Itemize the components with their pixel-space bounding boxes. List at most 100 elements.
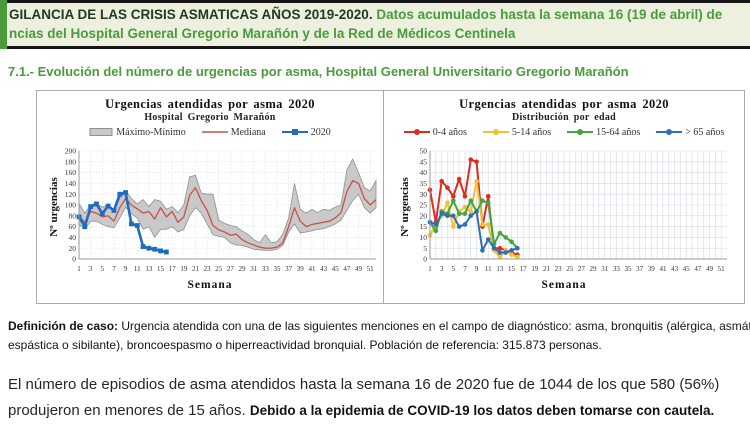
svg-text:13: 13 [496, 265, 504, 273]
svg-text:27: 27 [578, 265, 586, 273]
svg-text:33: 33 [262, 265, 270, 273]
svg-text:7: 7 [112, 265, 116, 273]
svg-text:43: 43 [671, 265, 679, 273]
svg-text:49: 49 [355, 265, 363, 273]
svg-text:21: 21 [192, 265, 200, 273]
svg-text:21: 21 [543, 265, 551, 273]
legend-item: 15-64 años [567, 127, 640, 138]
svg-text:9: 9 [124, 265, 128, 273]
svg-text:39: 39 [648, 265, 656, 273]
legend-label: 0-4 años [432, 126, 467, 138]
svg-text:1: 1 [428, 265, 432, 273]
svg-text:41: 41 [308, 265, 316, 273]
summary-paragraph: El número de episodios de asma atendidos… [8, 372, 750, 423]
svg-text:31: 31 [250, 265, 257, 273]
svg-text:25: 25 [420, 201, 428, 210]
svg-text:50: 50 [420, 147, 428, 156]
line-swatch-icon [567, 129, 594, 135]
svg-text:5: 5 [101, 265, 105, 273]
svg-text:80: 80 [69, 211, 77, 220]
line-swatch-icon [201, 131, 228, 133]
chart-hospital-cell: Urgencias atendidas por asma 2020 Hospit… [37, 91, 384, 303]
svg-text:51: 51 [718, 265, 726, 273]
svg-text:17: 17 [520, 265, 528, 273]
svg-text:11: 11 [134, 265, 141, 273]
covid-warning: Debido a la epidemia de COVID-19 los dat… [249, 402, 715, 418]
definition-label: Definición de caso: [8, 319, 119, 333]
svg-text:13: 13 [145, 265, 153, 273]
legend-label: Mediana [230, 126, 266, 138]
case-definition: Definición de caso: Urgencia atendida co… [8, 317, 750, 355]
svg-text:39: 39 [297, 265, 305, 273]
section-title: 7.1.- Evolución del número de urgencias … [8, 64, 629, 79]
svg-text:29: 29 [239, 265, 247, 273]
legend-label: > 65 años [685, 126, 725, 138]
summary-regular: produjeron en menores de 15 años. [8, 401, 246, 419]
legend-item: > 65 años [656, 127, 724, 138]
chart-legend: 0-4 años 5-14 años 15-64 años > 65 años [384, 124, 744, 140]
svg-text:19: 19 [180, 265, 188, 273]
svg-text:20: 20 [69, 244, 77, 253]
legend-item: Mediana [201, 126, 266, 138]
definition-line-1: Definición de caso: Urgencia atendida co… [8, 317, 750, 336]
svg-text:5: 5 [452, 265, 456, 273]
line-swatch-icon [281, 129, 308, 135]
chart-title: Urgencias atendidas por asma 2020 [459, 97, 669, 111]
svg-text:7: 7 [463, 265, 467, 273]
summary-line-1: El número de episodios de asma atendidos… [8, 376, 720, 393]
x-axis-label: Semana [187, 279, 233, 291]
legend-item: Máximo-Mínimo [89, 126, 186, 138]
svg-text:160: 160 [65, 168, 77, 177]
svg-text:20: 20 [420, 211, 428, 220]
svg-text:35: 35 [420, 179, 428, 188]
svg-text:0: 0 [423, 255, 427, 264]
chart-age-cell: Urgencias atendidas por asma 2020 Distri… [384, 91, 744, 303]
svg-text:31: 31 [601, 265, 609, 273]
svg-text:35: 35 [625, 265, 633, 273]
svg-text:51: 51 [367, 265, 375, 273]
line-swatch-icon [403, 129, 430, 135]
svg-text:19: 19 [531, 265, 539, 273]
svg-text:35: 35 [274, 265, 282, 273]
legend-item: 5-14 años [482, 127, 551, 138]
chart-legend: Máximo-Mínimo Mediana 2020 [37, 124, 383, 140]
definition-text-1: Urgencia atendida con una de las siguien… [121, 319, 750, 333]
legend-label: 2020 [310, 126, 331, 138]
green-left-border [0, 0, 7, 49]
chart-subtitle: Distribución por edad [511, 112, 617, 123]
legend-item: 2020 [281, 126, 331, 138]
legend-item: 0-4 años [403, 126, 467, 138]
x-axis-label: Semana [541, 279, 587, 291]
svg-text:15: 15 [508, 265, 516, 273]
legend-label: Máximo-Mínimo [116, 126, 186, 138]
svg-text:45: 45 [332, 265, 340, 273]
legend-label: 15-64 años [596, 126, 641, 138]
svg-text:60: 60 [69, 222, 77, 231]
svg-text:3: 3 [440, 265, 444, 273]
svg-text:27: 27 [227, 265, 235, 273]
svg-text:15: 15 [157, 265, 165, 273]
svg-text:180: 180 [65, 157, 77, 166]
line-swatch-icon [482, 129, 509, 135]
header-title-black: GILANCIA DE LAS CRISIS ASMATICAS AÑOS 20… [9, 7, 373, 22]
svg-text:25: 25 [215, 265, 223, 273]
svg-text:33: 33 [613, 265, 621, 273]
svg-text:25: 25 [566, 265, 574, 273]
svg-text:23: 23 [204, 265, 212, 273]
svg-text:15: 15 [420, 222, 428, 231]
svg-text:5: 5 [423, 244, 427, 253]
svg-text:40: 40 [69, 233, 77, 242]
svg-text:37: 37 [285, 265, 293, 273]
header-title-green: Datos acumulados hasta la semana 16 (19 … [376, 7, 723, 22]
svg-text:41: 41 [659, 265, 667, 273]
svg-text:37: 37 [636, 265, 644, 273]
svg-text:9: 9 [475, 265, 479, 273]
svg-text:100: 100 [65, 201, 77, 210]
svg-text:45: 45 [420, 157, 428, 166]
svg-text:3: 3 [89, 265, 93, 273]
svg-text:30: 30 [420, 190, 428, 199]
svg-text:43: 43 [320, 265, 328, 273]
svg-text:1: 1 [77, 265, 81, 273]
